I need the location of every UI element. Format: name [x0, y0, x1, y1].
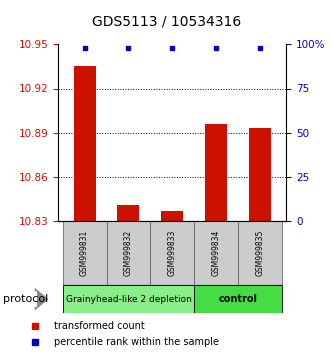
- Bar: [107, 221, 151, 285]
- Text: percentile rank within the sample: percentile rank within the sample: [54, 337, 219, 347]
- Bar: [249, 128, 271, 221]
- Text: GSM999834: GSM999834: [212, 230, 221, 276]
- Text: protocol: protocol: [3, 294, 49, 304]
- Text: control: control: [219, 294, 258, 304]
- Bar: [162, 211, 183, 221]
- Text: GSM999835: GSM999835: [255, 230, 264, 276]
- Bar: [74, 66, 96, 221]
- Bar: [151, 221, 194, 285]
- Text: GSM999831: GSM999831: [80, 230, 89, 276]
- Bar: [194, 285, 282, 313]
- Bar: [238, 221, 282, 285]
- Bar: [205, 124, 227, 221]
- Text: transformed count: transformed count: [54, 321, 145, 331]
- FancyArrow shape: [35, 288, 49, 310]
- Text: GDS5113 / 10534316: GDS5113 / 10534316: [92, 14, 241, 28]
- Text: GSM999833: GSM999833: [168, 230, 177, 276]
- Text: Grainyhead-like 2 depletion: Grainyhead-like 2 depletion: [66, 295, 191, 304]
- Bar: [63, 221, 107, 285]
- Text: GSM999832: GSM999832: [124, 230, 133, 276]
- Bar: [63, 285, 194, 313]
- Bar: [194, 221, 238, 285]
- Bar: [118, 205, 140, 221]
